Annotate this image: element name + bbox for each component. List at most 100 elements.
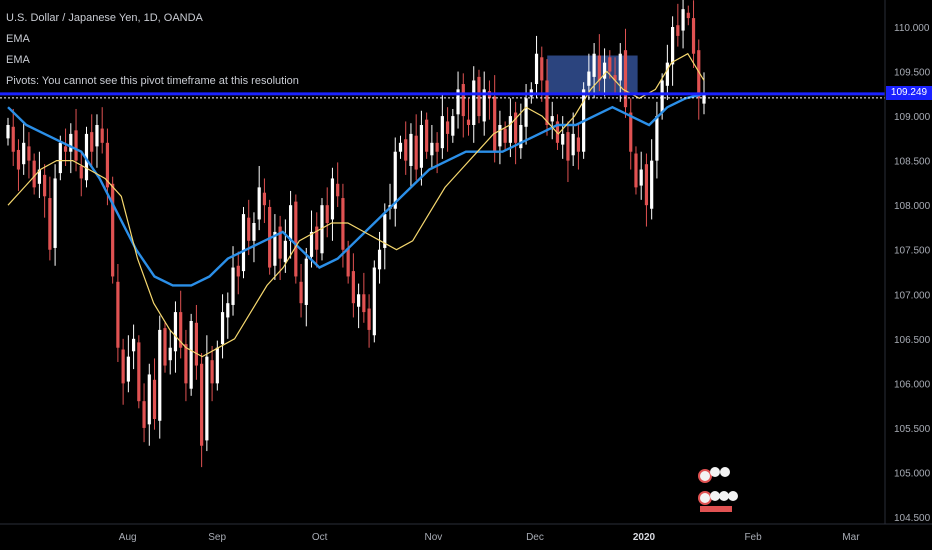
- candle-body: [482, 89, 486, 122]
- legend-symbol: U.S. Dollar / Japanese Yen, 1D, OANDA: [6, 12, 203, 24]
- candle-body: [116, 281, 120, 348]
- candle-body: [43, 174, 47, 197]
- candle-body: [644, 164, 649, 206]
- candle-body: [194, 322, 198, 366]
- candle-body: [545, 80, 549, 125]
- candle-body: [105, 142, 110, 188]
- time-tick-label: Nov: [424, 532, 442, 543]
- candle-body: [409, 133, 413, 166]
- candle-body: [205, 356, 209, 441]
- candle-body: [147, 374, 151, 425]
- candle-body: [508, 116, 512, 143]
- candle-body: [315, 226, 319, 250]
- candle-body: [53, 178, 57, 248]
- candle-body: [6, 125, 10, 139]
- price-tick-label: 104.500: [894, 513, 931, 524]
- candle-body: [63, 146, 68, 152]
- candle-body: [11, 126, 15, 152]
- candle-body: [236, 265, 240, 277]
- event-flags[interactable]: [698, 467, 738, 512]
- price-tick-label: 105.000: [894, 468, 931, 479]
- candle-body: [168, 347, 172, 361]
- candle-body: [498, 125, 502, 147]
- time-tick-label: Feb: [744, 532, 762, 543]
- candle-body: [341, 198, 345, 250]
- candle-body: [514, 112, 518, 143]
- candle-body: [524, 98, 528, 127]
- price-tick-label: 109.500: [894, 68, 931, 79]
- price-tick-label: 108.000: [894, 201, 931, 212]
- chart-legend: U.S. Dollar / Japanese Yen, 1D, OANDA EM…: [6, 8, 299, 92]
- candle-body: [550, 116, 554, 122]
- candle-body: [336, 183, 340, 197]
- candle-body: [189, 321, 193, 389]
- candle-body: [152, 379, 157, 419]
- candle-body: [466, 119, 471, 125]
- candle-body: [325, 205, 329, 223]
- price-tick-label: 110.000: [894, 23, 930, 34]
- legend-ema-1[interactable]: EMA: [6, 33, 30, 45]
- candle-body: [377, 249, 382, 270]
- candle-body: [691, 18, 696, 54]
- candles: [6, 0, 706, 468]
- candle-body: [623, 50, 628, 108]
- candle-body: [425, 119, 429, 152]
- legend-pivots[interactable]: Pivots: You cannot see this pivot timefr…: [6, 75, 299, 87]
- candle-body: [126, 356, 130, 382]
- candle-body: [58, 142, 62, 174]
- candle-body: [220, 312, 225, 345]
- candle-body: [273, 231, 277, 266]
- candle-body: [351, 271, 355, 304]
- candle-body: [461, 84, 465, 117]
- candle-body: [372, 267, 376, 336]
- candle-body: [84, 133, 89, 181]
- candle-body: [576, 137, 581, 152]
- candle-body: [618, 53, 622, 81]
- price-tick-label: 105.500: [894, 424, 931, 435]
- legend-ema-2[interactable]: EMA: [6, 54, 30, 66]
- candle-body: [215, 347, 219, 384]
- time-tick-label: Dec: [526, 532, 544, 543]
- candle-body: [477, 76, 481, 117]
- candle-body: [294, 201, 298, 277]
- price-tick-label: 106.500: [894, 335, 931, 346]
- candle-body: [37, 169, 41, 184]
- candle-body: [299, 281, 303, 304]
- candle-body: [608, 57, 612, 72]
- candle-body: [346, 247, 350, 277]
- candle-body: [597, 55, 601, 81]
- candle-body: [200, 363, 204, 446]
- candle-body: [587, 71, 591, 86]
- candle-body: [304, 258, 308, 305]
- candle-body: [330, 178, 335, 220]
- candle-body: [22, 142, 26, 165]
- candle-body: [393, 151, 397, 209]
- candle-body: [163, 328, 167, 366]
- candle-body: [660, 80, 664, 113]
- candle-body: [561, 133, 565, 145]
- candle-body: [534, 53, 539, 85]
- candle-body: [173, 312, 178, 352]
- candle-body: [226, 303, 230, 318]
- candle-body: [592, 53, 596, 77]
- price-tick-label: 108.500: [894, 157, 931, 168]
- candle-body: [48, 198, 52, 250]
- candle-body: [95, 125, 99, 147]
- last-price-tag: 109.249: [886, 86, 932, 100]
- price-axis[interactable]: 110.000 109.500 109.000 108.500 108.000 107.5…: [894, 23, 931, 524]
- candle-body: [655, 116, 659, 161]
- candle-body: [357, 294, 361, 307]
- candle-body: [613, 75, 617, 81]
- candle-body: [398, 142, 403, 152]
- candle-body: [69, 133, 73, 152]
- candle-body: [404, 139, 408, 161]
- price-tick-label: 107.500: [894, 246, 931, 257]
- candle-body: [320, 205, 324, 254]
- candle-body: [456, 89, 460, 115]
- candle-body: [121, 349, 125, 384]
- candle-body: [74, 130, 78, 161]
- time-axis[interactable]: Aug Sep Oct Nov Dec 2020 Feb Mar: [119, 532, 860, 543]
- candle-body: [137, 342, 141, 402]
- candle-body: [566, 132, 570, 161]
